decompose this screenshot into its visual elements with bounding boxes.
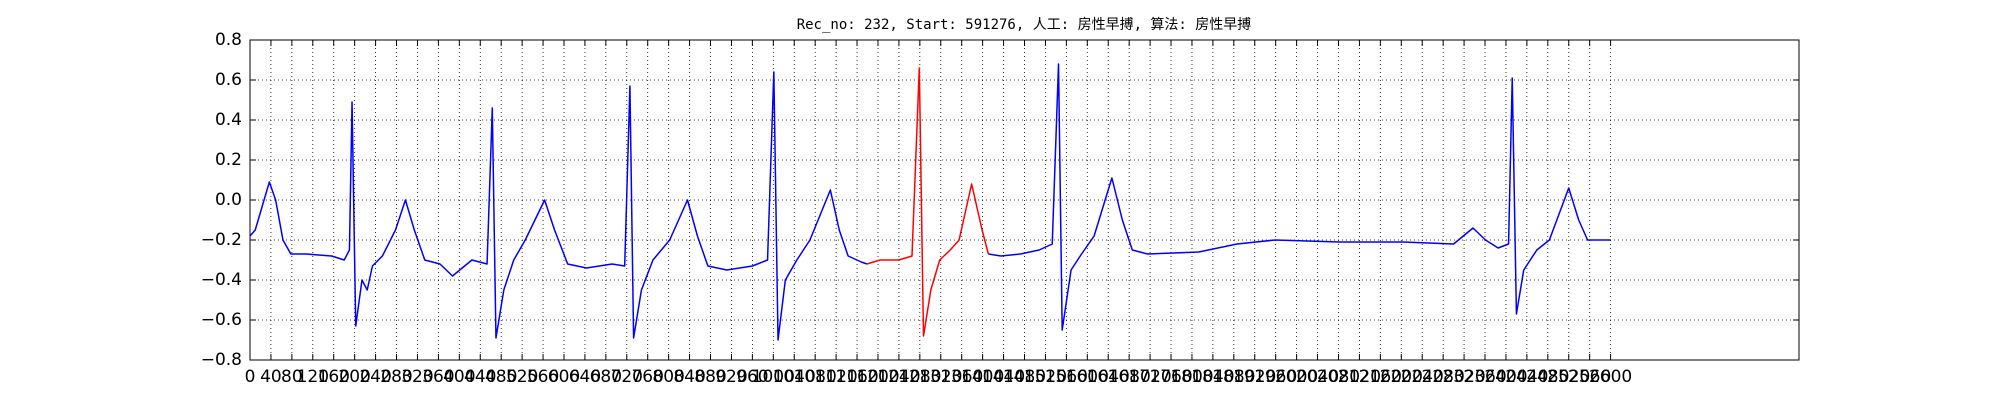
x-tick-label: 1240: [877, 367, 920, 387]
x-tick-label: 1560: [1045, 367, 1088, 387]
x-tick-label: 720: [611, 367, 643, 387]
x-tick-label: 960: [736, 367, 768, 387]
x-tick-label: 2000: [1275, 367, 1318, 387]
x-tick-label: 1440: [982, 367, 1025, 387]
x-tick-label: 2320: [1442, 367, 1485, 387]
x-tick-label: 1040: [773, 367, 816, 387]
y-tick-label: −0.6: [201, 310, 242, 330]
x-tick-label: 1080: [794, 367, 837, 387]
x-tick-label: 360: [422, 367, 454, 387]
x-tick-label: 1840: [1191, 367, 1234, 387]
x-tick-label: 2440: [1505, 367, 1548, 387]
x-tick-label: 2600: [1589, 367, 1632, 387]
x-tick-label: 560: [527, 367, 559, 387]
x-tick-label: 920: [715, 367, 747, 387]
x-tick-label: 1480: [1003, 367, 1046, 387]
x-tick-label: 1600: [1066, 367, 1109, 387]
x-tick-label: 0: [245, 367, 256, 387]
x-tick-label: 1680: [1108, 367, 1151, 387]
x-tick-label: 600: [548, 367, 580, 387]
x-tick-label: 1280: [898, 367, 941, 387]
x-tick-label: 40: [260, 367, 282, 387]
x-tick-label: 1400: [961, 367, 1004, 387]
x-tick-label: 1120: [814, 367, 857, 387]
ecg-line: [866, 67, 990, 337]
x-tick-label: 640: [569, 367, 601, 387]
x-tick-label: 1520: [1024, 367, 1067, 387]
y-tick-label: 0.6: [215, 70, 242, 90]
x-tick-label: 2120: [1338, 367, 1381, 387]
x-tick-label: 2160: [1359, 367, 1402, 387]
y-tick-label: 0.8: [215, 30, 242, 50]
x-tick-label: 1920: [1233, 367, 1276, 387]
x-tick-label: 2400: [1484, 367, 1527, 387]
x-tick-label: 1360: [940, 367, 983, 387]
y-tick-label: −0.2: [201, 230, 242, 250]
x-tick-label: 1640: [1087, 367, 1130, 387]
x-tick-label: 840: [673, 367, 705, 387]
x-tick-label: 1960: [1254, 367, 1297, 387]
x-tick-label: 200: [338, 367, 370, 387]
x-tick-label: 2040: [1296, 367, 1339, 387]
x-tick-label: 880: [694, 367, 726, 387]
x-tick-label: 2360: [1463, 367, 1506, 387]
x-tick-label: 1720: [1128, 367, 1171, 387]
x-tick-label: 1880: [1212, 367, 1255, 387]
x-tick-label: 2200: [1380, 367, 1423, 387]
x-tick-label: 80: [281, 367, 303, 387]
ecg-line: [249, 63, 1611, 341]
x-tick-label: 440: [464, 367, 496, 387]
x-tick-label: 480: [485, 367, 517, 387]
x-tick-label: 1760: [1149, 367, 1192, 387]
y-tick-label: 0.2: [215, 150, 242, 170]
x-tick-label: 800: [652, 367, 684, 387]
x-tick-label: 2520: [1547, 367, 1590, 387]
y-tick-label: −0.8: [201, 350, 242, 370]
x-tick-label: 2080: [1317, 367, 1360, 387]
x-tick-label: 240: [359, 367, 391, 387]
x-tick-label: 1160: [835, 367, 878, 387]
x-tick-label: 1800: [1170, 367, 1213, 387]
x-tick-label: 680: [590, 367, 622, 387]
x-tick-label: 520: [506, 367, 538, 387]
chart-title: Rec_no: 232, Start: 591276, 人工: 房性早搏, 算法…: [797, 16, 1252, 33]
x-tick-label: 2240: [1401, 367, 1444, 387]
x-tick-label: 1000: [752, 367, 795, 387]
x-tick-label: 760: [631, 367, 663, 387]
x-tick-label: 280: [380, 367, 412, 387]
plot-frame: [249, 39, 1800, 361]
x-tick-label: 2560: [1568, 367, 1611, 387]
x-tick-label: 1200: [856, 367, 899, 387]
x-tick-label: 2480: [1526, 367, 1569, 387]
y-tick-label: 0.4: [215, 110, 242, 130]
x-tick-label: 120: [297, 367, 329, 387]
x-tick-label: 320: [401, 367, 433, 387]
y-tick-label: −0.4: [201, 270, 242, 290]
x-tick-label: 160: [318, 367, 350, 387]
x-tick-label: 1320: [919, 367, 962, 387]
x-tick-label: 400: [443, 367, 475, 387]
x-tick-label: 2280: [1422, 367, 1465, 387]
y-tick-label: 0.0: [215, 190, 242, 210]
